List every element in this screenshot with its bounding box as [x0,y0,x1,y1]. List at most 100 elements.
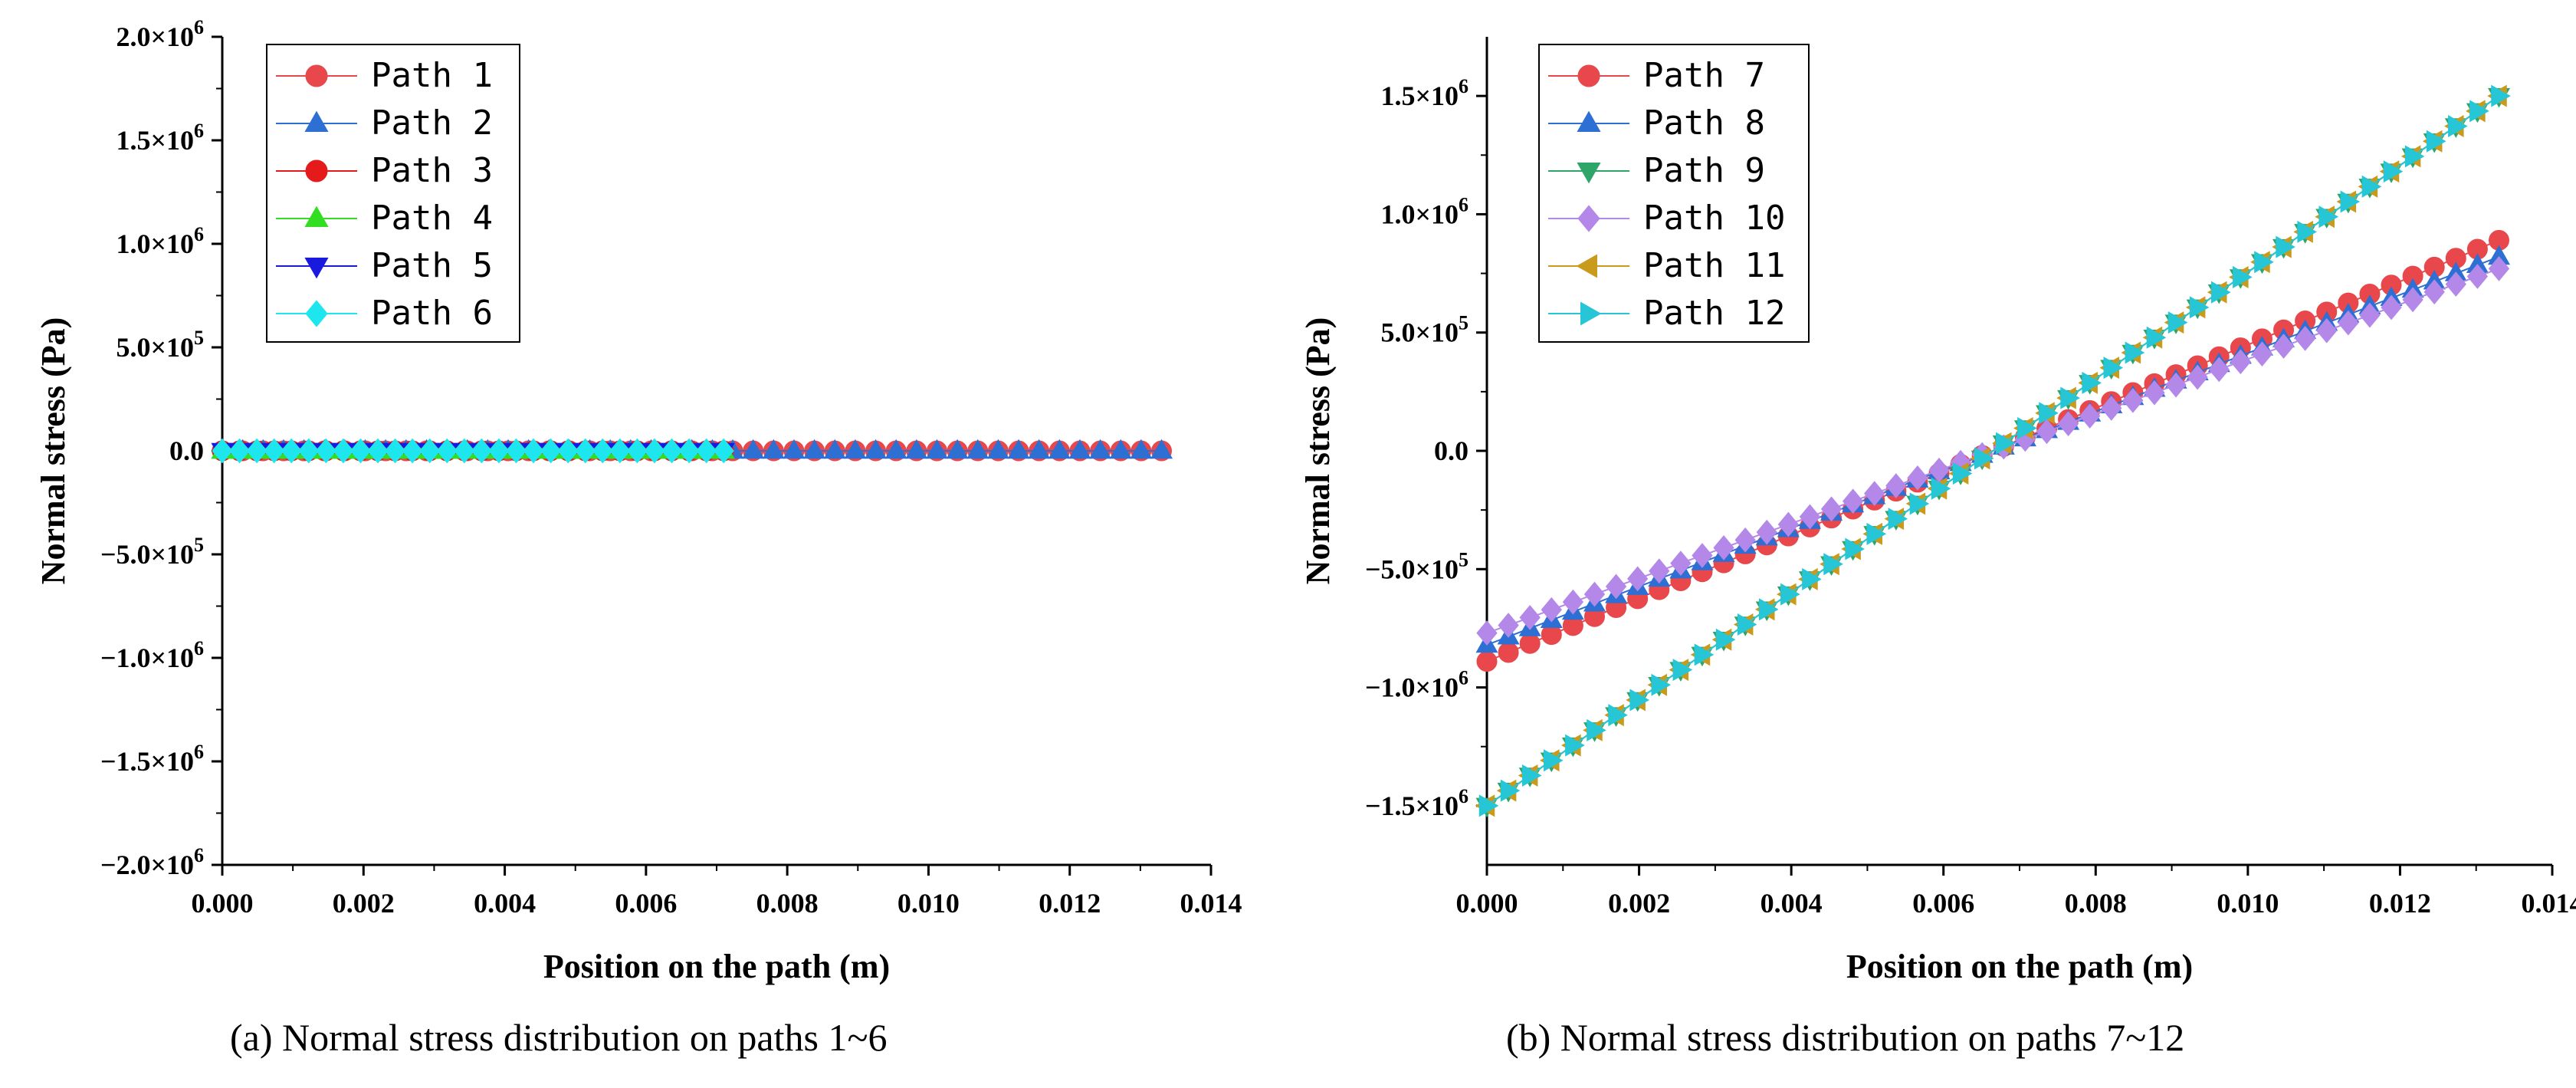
data-point [884,439,907,459]
data-point [2103,357,2124,380]
data-point [2318,205,2339,228]
x-tick-label: 0.010 [897,888,960,919]
legend-label: Path 10 [1643,199,1785,238]
data-point [2122,387,2144,413]
data-point [557,438,579,464]
legend-label: Path 6 [371,294,493,333]
data-point [2039,402,2059,425]
data-point [212,438,233,464]
data-point [1692,543,1713,568]
data-point [2187,364,2208,390]
data-point [2426,130,2446,153]
data-point [523,438,544,464]
data-point [2276,235,2295,258]
y-tick-label: −1.5×106 [1365,785,1468,821]
data-point [2144,380,2165,406]
y-tick-label: 1.0×106 [116,223,204,259]
series-path-10 [1476,256,2510,646]
data-point [2167,311,2188,334]
data-point [1909,492,1930,515]
series-path-12 [1478,84,2511,817]
data-point [1780,583,1800,606]
x-tick-label: 0.014 [1180,888,1242,919]
y-tick-label: 1.5×106 [1380,75,1468,111]
data-point [865,439,888,459]
data-point [1907,465,1928,491]
data-point [696,438,717,464]
data-point [1931,477,1951,500]
data-point [1587,718,1606,741]
x-axis-title: Position on the path (m) [1846,948,2193,985]
y-tick-label: −1.0×106 [100,637,204,673]
data-point [505,438,527,464]
data-point [1150,439,1173,459]
data-point [2359,302,2381,328]
data-point [2189,296,2210,319]
data-point [1583,581,1606,607]
data-point [2211,281,2231,304]
data-point [1672,659,1693,682]
legend-marker [1580,301,1602,326]
y-tick-label: 5.0×105 [1380,312,1468,348]
series-path-6 [212,438,734,464]
data-point [966,439,989,459]
data-point [575,438,596,464]
data-point [1820,496,1843,522]
data-point [1109,439,1132,459]
data-point [2383,160,2404,183]
legend-label: Path 5 [371,246,493,285]
data-point [713,438,734,464]
data-point [2423,279,2445,305]
data-point [2208,357,2230,383]
data-point [742,439,765,459]
x-tick-label: 0.008 [2065,888,2127,919]
x-tick-label: 0.012 [2369,888,2431,919]
data-point [1758,598,1779,621]
legend-marker [1577,64,1600,87]
data-point [1605,574,1627,600]
data-point [2488,256,2510,281]
data-point [1627,566,1649,592]
legend-marker [304,258,329,279]
data-point [2125,341,2145,364]
data-point [1541,597,1562,623]
data-point [2316,317,2338,343]
data-point [298,438,320,464]
legend-label: Path 2 [371,104,493,143]
data-point [1068,439,1091,459]
legend-marker [305,64,328,87]
y-tick-label: −2.0×106 [100,844,204,880]
data-point [2448,115,2468,138]
figure-caption: (a) Normal stress distribution on paths … [230,1016,888,1059]
data-point [1476,651,1498,672]
data-point [925,439,948,459]
legend-marker [1577,110,1601,132]
data-point [2060,386,2080,409]
legend: Path 7 Path 8 Path 9 Path 10 Path 11 Path 12 [1538,44,1810,343]
y-tick-label: 5.0×105 [116,327,204,363]
x-tick-label: 0.000 [1456,888,1518,919]
data-point [1823,553,1843,576]
x-tick-label: 0.002 [1608,888,1670,919]
data-point [1500,779,1521,802]
data-point [1562,589,1584,615]
x-tick-label: 0.006 [615,888,677,919]
x-tick-label: 0.000 [192,888,254,919]
data-point [1734,527,1756,553]
data-point [1478,794,1499,817]
y-tick-label: −5.0×105 [100,534,204,570]
legend-box [266,44,520,343]
y-tick-label: 0.0 [169,436,204,466]
data-point [946,439,969,459]
data-point [823,439,846,459]
data-point [2445,271,2466,297]
data-point [315,438,337,464]
chart-panel-a: 0.000 0.002 0.004 0.006 0.008 0.010 0.012 0.014… [34,16,1242,1059]
data-point [402,438,423,464]
data-point [228,438,251,464]
data-point [1866,522,1887,545]
data-point [678,438,700,464]
data-point [2466,264,2489,289]
x-tick-label: 0.002 [333,888,395,919]
data-point [1629,689,1649,712]
